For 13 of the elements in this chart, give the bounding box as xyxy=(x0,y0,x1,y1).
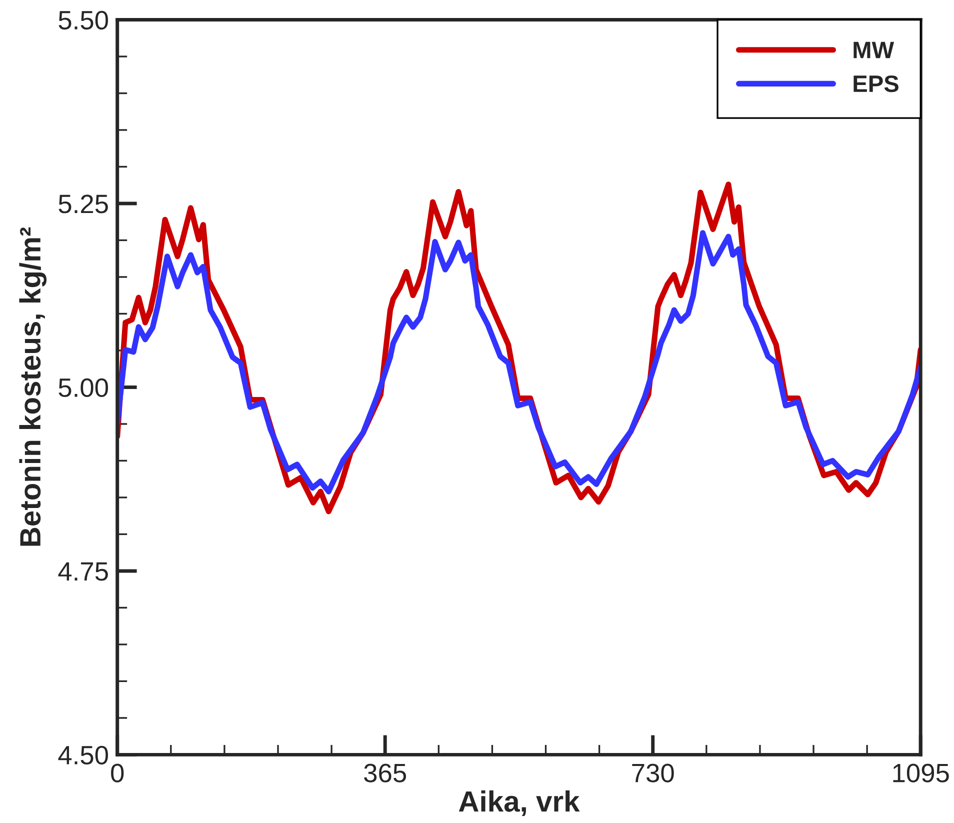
y-tick-label: 5.25 xyxy=(58,194,108,214)
y-tick-label: 4.50 xyxy=(58,746,108,765)
y-tick-label: 5.50 xyxy=(58,10,108,30)
x-tick-label: 1095 xyxy=(893,764,949,782)
y-tick-label: 4.75 xyxy=(58,562,108,581)
x-tick-label: 0 xyxy=(111,764,124,782)
legend-label: EPS xyxy=(854,75,898,92)
x-axis-title: Aika, vrk xyxy=(458,790,580,816)
y-tick-label: 5.00 xyxy=(58,378,108,398)
x-tick-label: 365 xyxy=(364,764,406,782)
legend-label: MW xyxy=(854,42,894,58)
x-tick-label: 730 xyxy=(632,764,674,782)
y-axis-title: Betonin kosteus, kg/m² xyxy=(19,227,47,546)
